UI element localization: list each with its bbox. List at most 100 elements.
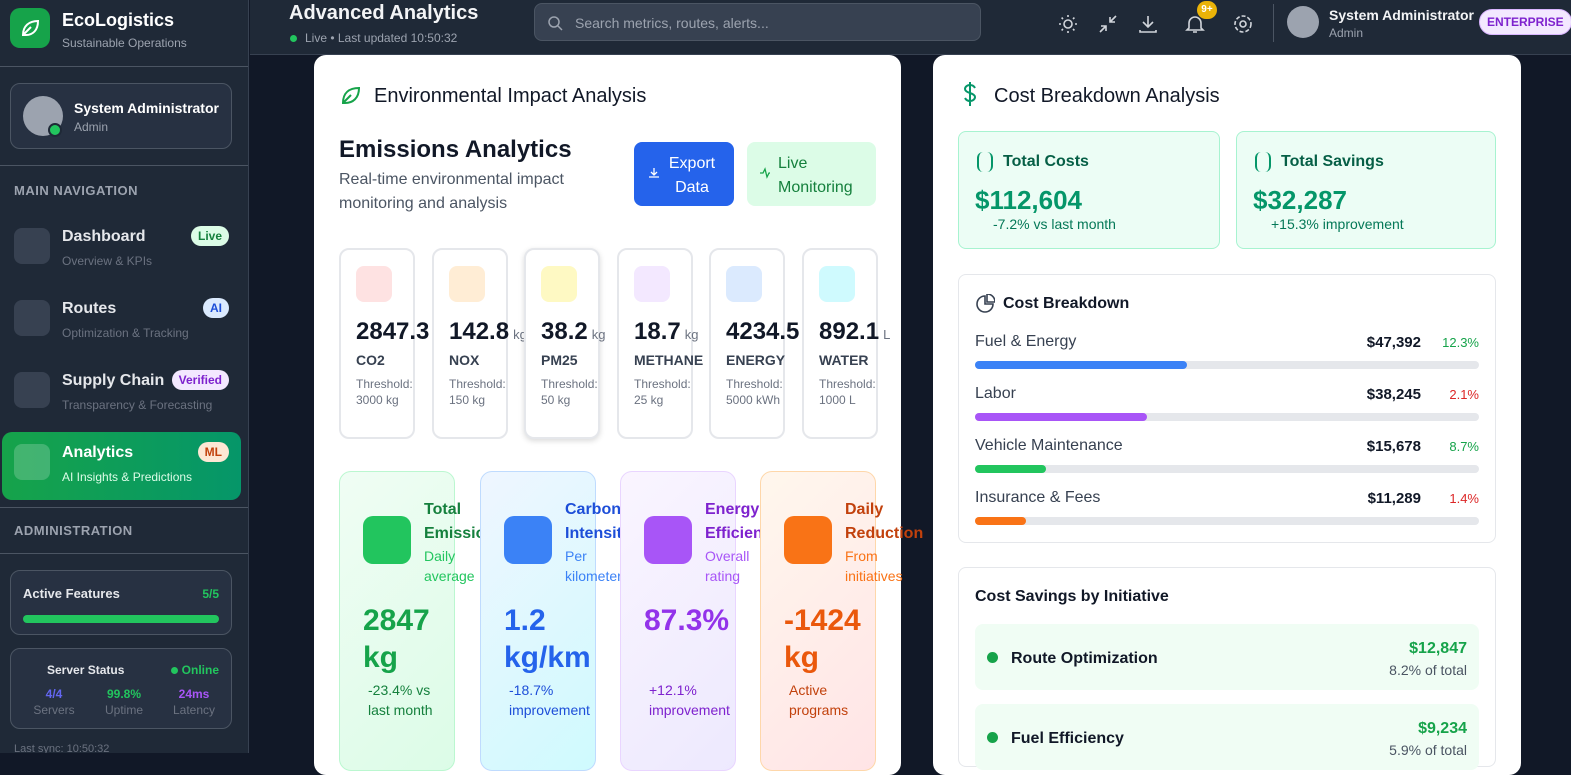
metric-name: METHANE [634, 352, 704, 368]
metric-card: 38.2 kg PM25 Threshold: 50 kg [524, 248, 605, 439]
breakdown-label: Vehicle Maintenance [975, 437, 1123, 454]
summary-title: Carbon Intensity [565, 501, 631, 542]
live-button[interactable]: Live Monitoring [747, 142, 876, 206]
user-role: Admin [74, 120, 109, 134]
theme-button[interactable] [1056, 12, 1080, 36]
admin-heading[interactable]: ADMINISTRATION [14, 523, 133, 538]
breakdown-fill [975, 361, 1187, 369]
last-sync: Last sync: 10:50:32 [14, 743, 110, 753]
notification-count: 9+ [1197, 1, 1217, 19]
total-icon [1255, 152, 1271, 172]
savings-share: 5.9% of total [1389, 742, 1467, 758]
summary-change: -23.4% vs last month [368, 682, 433, 718]
metric-value: 4234.5 [726, 318, 800, 345]
summary-card: Daily Reduction From initiatives -1424 kg A… [760, 471, 923, 771]
metric-unit: kg [591, 327, 606, 342]
total-icon [977, 152, 993, 172]
features-count: 5/5 [202, 587, 219, 601]
savings-amount: $9,234 [1418, 720, 1467, 737]
nav-item[interactable]: Supply Chain Transparency & Forecasting Ve… [2, 360, 241, 428]
savings-dot [987, 732, 998, 743]
pulse-icon [760, 167, 770, 179]
nav-icon [14, 372, 50, 408]
nav-sub: Overview & KPIs [62, 254, 153, 268]
sidebar: EcoLogistics Sustainable Operations Syst… [0, 0, 249, 753]
divider [0, 66, 248, 67]
metric-value: 142.8 kg [449, 318, 527, 345]
search-placeholder: Search metrics, routes, alerts... [575, 15, 769, 31]
metric-unit: kg [684, 327, 699, 342]
download-icon [649, 168, 659, 178]
user-name: System Administrator [74, 100, 219, 116]
metric-icon [541, 266, 577, 302]
header-avatar[interactable] [1287, 6, 1319, 38]
summary-icon [644, 516, 692, 564]
settings-button[interactable] [1231, 12, 1255, 36]
logo-icon [21, 19, 40, 36]
export-button[interactable]: Export Data [634, 142, 734, 206]
plan-badge: ENTERPRISE [1479, 9, 1571, 35]
summary-value: 1.2 kg/km [504, 604, 591, 674]
nav-icon [14, 228, 50, 264]
summary-change: -18.7% improvement [509, 682, 590, 718]
online-dot [48, 123, 62, 137]
search-box[interactable]: Search metrics, routes, alerts... [534, 3, 981, 41]
header-user-role: Admin [1329, 26, 1364, 40]
breakdown-track [975, 413, 1479, 421]
notifications-button[interactable] [1183, 12, 1207, 36]
summary-sub: Overall rating [705, 548, 750, 584]
server-title: Server Status [47, 663, 125, 677]
savings-name: Route Optimization [1011, 650, 1158, 667]
stat-value: 99.8% [106, 687, 142, 701]
nav-badge: Verified [171, 370, 229, 390]
divider [0, 553, 248, 554]
summary-title: Daily Reduction [845, 501, 924, 542]
stat-label: Servers [33, 703, 75, 717]
features-progress [23, 615, 219, 623]
metric-unit: L [883, 327, 891, 342]
top-bar: Advanced Analytics Live • Last updated 1… [250, 0, 1571, 55]
leaf-icon [341, 86, 361, 104]
server-box: Server Status Online 4/4 Servers 99.8% Upti… [10, 648, 232, 729]
metric-threshold: Threshold: 150 kg [449, 377, 506, 407]
brand-tagline: Sustainable Operations [62, 36, 187, 50]
nav-sub: AI Insights & Predictions [62, 470, 193, 484]
stat-label: Uptime [104, 703, 143, 717]
collapse-button[interactable] [1096, 12, 1120, 36]
nav-item[interactable]: Analytics AI Insights & Predictions ML [2, 432, 241, 500]
total-title: Total Costs [1003, 153, 1089, 170]
metric-icon [356, 266, 392, 302]
metric-unit: kg [513, 327, 527, 342]
features-title: Active Features [23, 586, 120, 601]
nav-item[interactable]: Routes Optimization & Tracking AI [2, 288, 241, 356]
breakdown-label: Labor [975, 385, 1016, 402]
total-card: Total Savings $32,287 +15.3% improvement [1236, 131, 1496, 249]
breakdown-track [975, 517, 1479, 525]
summary-value: 2847 kg [363, 604, 430, 674]
server-status: Online [181, 663, 219, 677]
pie-icon [976, 294, 995, 313]
nav-badge: ML [197, 442, 229, 462]
metric-value: 38.2 kg [541, 318, 606, 345]
savings-item: Fuel Efficiency $9,234 5.9% of total [975, 704, 1479, 770]
summary-value: 87.3% [644, 604, 730, 637]
breakdown-change: 8.7% [1449, 439, 1479, 454]
export-label: Export Data [668, 155, 716, 196]
download-button[interactable] [1136, 12, 1160, 36]
metric-threshold: Threshold: 3000 kg [356, 377, 413, 407]
breakdown-amount: $15,678 [1366, 438, 1421, 455]
breakdown-row: Insurance & Fees $11,289 1.4% [975, 489, 1479, 539]
nav-item[interactable]: Dashboard Overview & KPIs Live [2, 216, 241, 284]
summary-icon [363, 516, 411, 564]
metric-value: 892.1 L [819, 318, 891, 345]
total-change: -7.2% vs last month [993, 216, 1116, 232]
savings-panel: Cost Savings by Initiative Route Optimiz… [958, 567, 1496, 770]
divider [0, 507, 248, 508]
savings-name: Fuel Efficiency [1011, 730, 1124, 747]
breakdown-change: 1.4% [1449, 491, 1479, 506]
user-card[interactable]: System Administrator Admin [10, 83, 232, 149]
summary-change: Active programs [789, 682, 849, 718]
metric-value: 18.7 kg [634, 318, 699, 345]
metric-card: 892.1 L WATER Threshold: 1000 L [802, 248, 890, 439]
